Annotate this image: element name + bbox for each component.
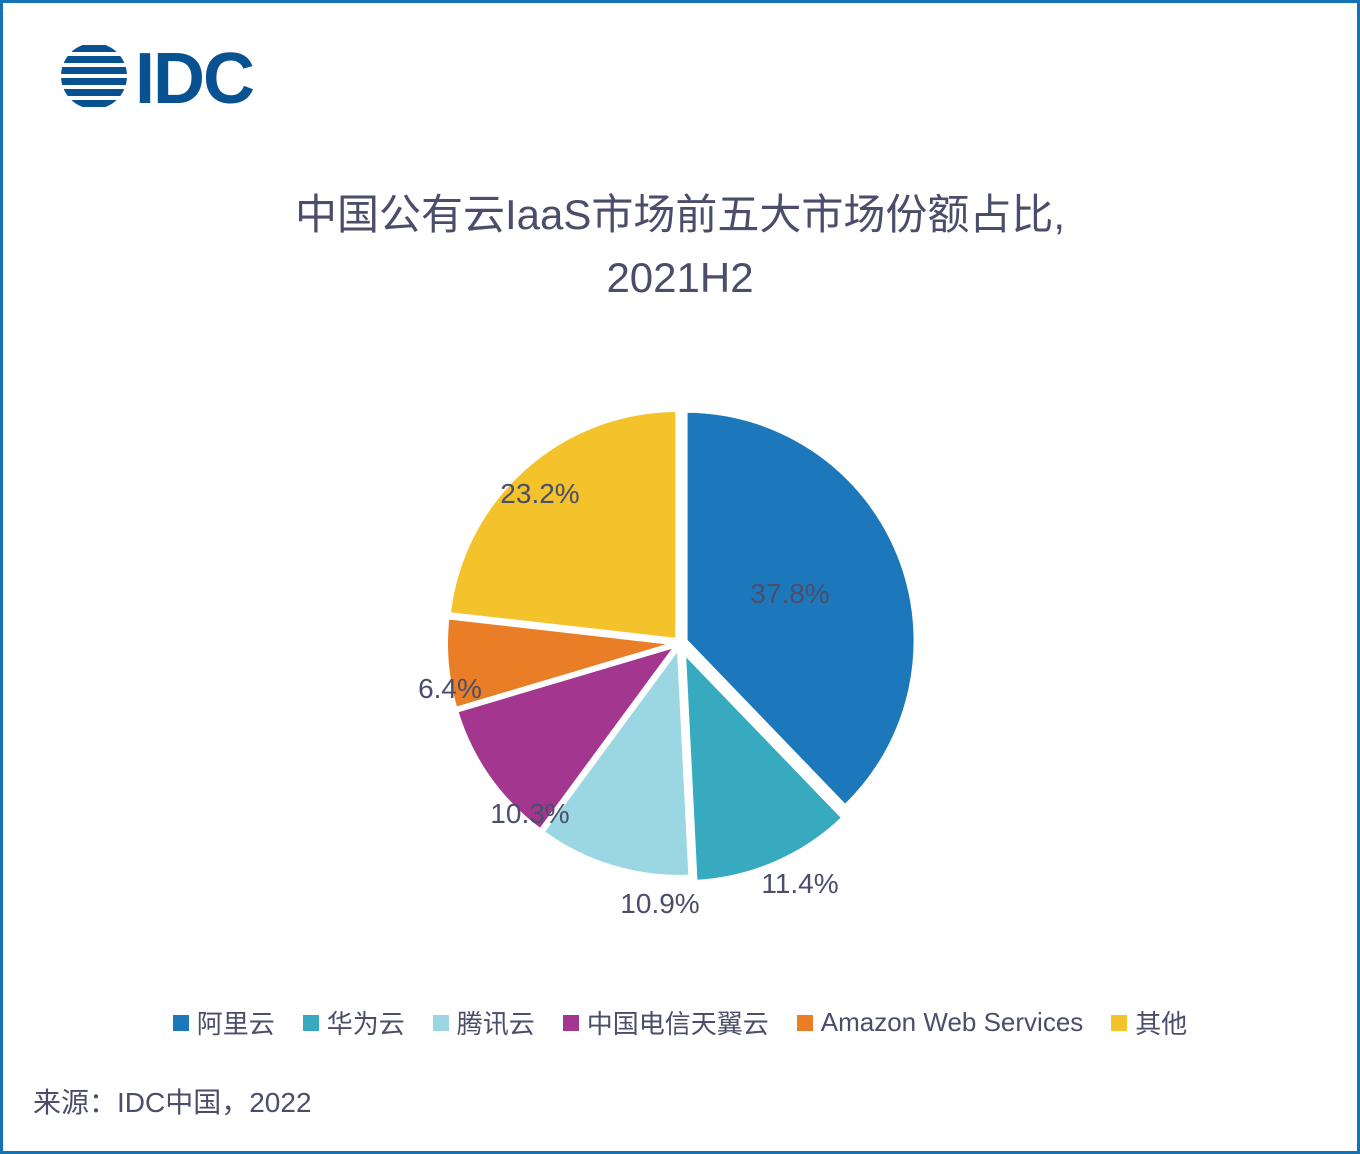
legend-item: 阿里云 [173,1004,275,1041]
pie-slice [449,410,678,640]
legend-item: 其他 [1111,1004,1187,1041]
pie-chart: 37.8% 11.4% 10.9% 10.3% 6.4% 23.2% [3,383,1357,943]
chart-title: 中国公有云IaaS市场前五大市场份额占比, 2021H2 [3,183,1357,309]
legend-swatch [303,1015,319,1031]
legend-swatch [1111,1015,1127,1031]
idc-logo: IDC [59,41,253,116]
slice-label: 23.2% [500,478,579,509]
legend: 阿里云 华为云 腾讯云 中国电信天翼云 Amazon Web Services 其他 [3,1004,1357,1041]
legend-swatch [797,1015,813,1031]
legend-swatch [563,1015,579,1031]
legend-item: 腾讯云 [433,1004,535,1041]
slice-label: 37.8% [750,578,829,609]
slice-label: 10.3% [490,798,569,829]
legend-label: 华为云 [327,1004,405,1041]
legend-label: 阿里云 [197,1004,275,1041]
slice-label: 6.4% [418,673,482,704]
idc-logo-text: IDC [135,43,253,115]
legend-item: 中国电信天翼云 [563,1004,769,1041]
legend-swatch [173,1015,189,1031]
idc-logo-mark-icon [59,41,129,116]
slice-label: 11.4% [761,868,838,899]
source-text: 来源：IDC中国，2022 [33,1081,312,1121]
legend-label: 腾讯云 [457,1004,535,1041]
title-line-1: 中国公有云IaaS市场前五大市场份额占比, [3,183,1357,246]
title-line-2: 2021H2 [3,246,1357,309]
legend-item: 华为云 [303,1004,405,1041]
legend-swatch [433,1015,449,1031]
legend-item: Amazon Web Services [797,1004,1084,1041]
slice-label: 10.9% [620,888,699,919]
chart-frame: IDC 中国公有云IaaS市场前五大市场份额占比, 2021H2 37.8% 11… [0,0,1360,1154]
legend-label: 其他 [1135,1004,1187,1041]
legend-label: Amazon Web Services [821,1007,1084,1038]
legend-label: 中国电信天翼云 [587,1004,769,1041]
